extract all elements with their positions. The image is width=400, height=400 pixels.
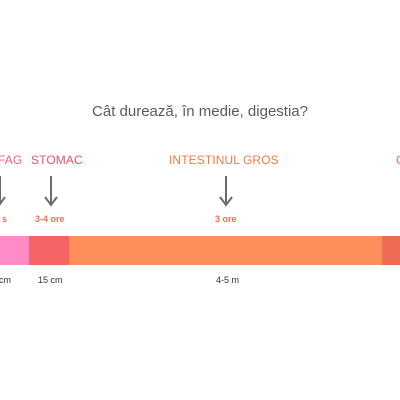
page-title: Cât durează, în medie, digestia?	[92, 103, 308, 120]
segment-length-intestinul-gros: 4-5 m	[216, 275, 240, 285]
arrow-down-icon	[0, 176, 6, 206]
segment-label-next: C	[396, 153, 400, 167]
bar-segment-esofag	[0, 236, 29, 265]
segment-time-intestinul-gros: 3 ore	[215, 214, 237, 224]
segment-length-stomac: 15 cm	[38, 275, 63, 285]
bar-segment-stomac	[29, 236, 69, 265]
arrow-down-icon	[44, 176, 58, 207]
segment-length-esofag: cm	[0, 275, 11, 285]
bar-segment-next	[382, 236, 400, 265]
segment-time-stomac: 3-4 ore	[35, 214, 65, 224]
segment-label-esofag: FAG	[0, 153, 23, 167]
segment-label-intestinul-gros: INTESTINUL GROS	[169, 153, 279, 167]
segment-time-esofag: s	[2, 214, 8, 224]
bar-segment-intestinul-gros	[69, 236, 382, 265]
segment-label-stomac: STOMAC	[31, 153, 83, 167]
arrow-down-icon	[219, 176, 233, 207]
